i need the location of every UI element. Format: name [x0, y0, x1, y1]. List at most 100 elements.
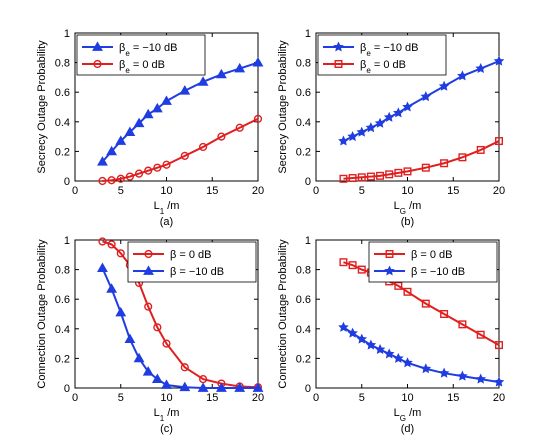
data-point [153, 323, 162, 332]
data-point [347, 327, 358, 338]
text-part: β = −10 dB [411, 266, 465, 278]
data-point [133, 352, 145, 363]
data-point [235, 123, 244, 132]
text-part: β [119, 59, 125, 71]
data-point [440, 159, 449, 168]
legend-box [317, 34, 447, 76]
y-tick-label: 0.4 [55, 324, 70, 336]
data-point [97, 262, 108, 272]
data-point [365, 339, 377, 350]
y-tick-label: 1 [305, 28, 311, 40]
data-point [179, 85, 191, 95]
data-point [107, 176, 116, 185]
data-point [374, 117, 386, 128]
data-point [421, 299, 430, 308]
y-axis-label: Secrecy Outage Probability [277, 40, 289, 174]
text-part: = 0 dB [371, 59, 406, 71]
y-tick-label: 0.8 [55, 58, 70, 70]
text-part: = −10 dB [130, 42, 178, 54]
x-tick-label: 10 [160, 392, 172, 404]
data-point [180, 151, 189, 160]
legend-label: β = −10 dB [170, 266, 224, 278]
data-point [495, 137, 504, 146]
y-tick-label: 1 [64, 235, 70, 247]
legend-marker [385, 249, 394, 258]
x-axis-label: L1 /m [154, 407, 180, 423]
x-tick-label: 0 [313, 185, 319, 197]
series-line-1 [102, 117, 259, 182]
x-tick-label: 15 [206, 185, 218, 197]
panel-caption: (a) [160, 216, 173, 228]
x-tick-label: 15 [447, 185, 459, 197]
data-point [356, 126, 368, 137]
data-point [366, 172, 375, 181]
y-tick-label: 0.2 [296, 146, 311, 158]
x-tick-label: 5 [359, 392, 365, 404]
data-point [420, 91, 432, 102]
data-point [115, 135, 127, 145]
legend-label: β = 0 dB [170, 249, 212, 261]
x-tick-label: 0 [313, 392, 319, 404]
data-point [153, 163, 162, 172]
data-point [162, 160, 171, 169]
data-point [338, 321, 349, 332]
data-point [394, 281, 403, 290]
data-point [421, 163, 430, 172]
data-point [124, 333, 136, 344]
data-point [457, 70, 468, 81]
y-tick-label: 0.8 [296, 265, 311, 277]
data-point [98, 176, 107, 186]
data-point [339, 258, 348, 267]
series-line-0 [343, 261, 500, 346]
legend-label: βe = 0 dB [360, 59, 406, 75]
data-point [383, 348, 395, 359]
data-point [107, 240, 116, 249]
legend-label: β = 0 dB [411, 249, 453, 261]
data-point [402, 101, 413, 112]
x-tick-label: 20 [252, 392, 264, 404]
text-part: L [394, 407, 400, 419]
data-point [133, 117, 145, 128]
data-point [142, 366, 154, 376]
legend-label: β = −10 dB [411, 266, 465, 278]
panel-caption: (d) [401, 423, 414, 435]
y-tick-label: 0 [64, 176, 70, 188]
x-tick-label: 15 [447, 392, 459, 404]
x-tick-label: 20 [252, 185, 264, 197]
x-tick-label: 5 [359, 185, 365, 197]
legend-label: βe = 0 dB [119, 59, 165, 75]
subscript: G [400, 207, 406, 216]
y-tick-label: 0.4 [55, 117, 70, 129]
data-point [403, 287, 412, 296]
x-tick-label: 5 [118, 185, 124, 197]
subscript: e [366, 49, 371, 58]
x-axis-label: L1 /m [154, 200, 180, 216]
y-tick-label: 1 [305, 235, 311, 247]
data-point [116, 249, 125, 258]
y-tick-label: 0 [64, 383, 70, 395]
x-tick-label: 0 [72, 392, 78, 404]
data-point [394, 168, 403, 177]
subscript: e [125, 49, 130, 58]
text-part: /m [406, 407, 421, 419]
data-point [197, 76, 209, 86]
x-axis-label: LG /m [394, 407, 422, 423]
data-point [365, 122, 377, 133]
data-point [97, 156, 108, 166]
data-point [376, 171, 385, 180]
data-point [475, 62, 486, 74]
y-axis-label: Connection Outage Probability [277, 239, 289, 389]
data-point [385, 170, 394, 179]
data-point [403, 167, 412, 176]
data-point [475, 373, 486, 384]
legend-marker [144, 249, 153, 259]
legend-marker [143, 265, 154, 275]
x-tick-label: 10 [401, 392, 413, 404]
text-part: /m [164, 407, 179, 419]
panel-caption: (b) [401, 216, 414, 228]
subscript: e [366, 66, 371, 75]
data-point [142, 108, 154, 119]
text-part: β [119, 42, 125, 54]
data-point [234, 62, 246, 73]
